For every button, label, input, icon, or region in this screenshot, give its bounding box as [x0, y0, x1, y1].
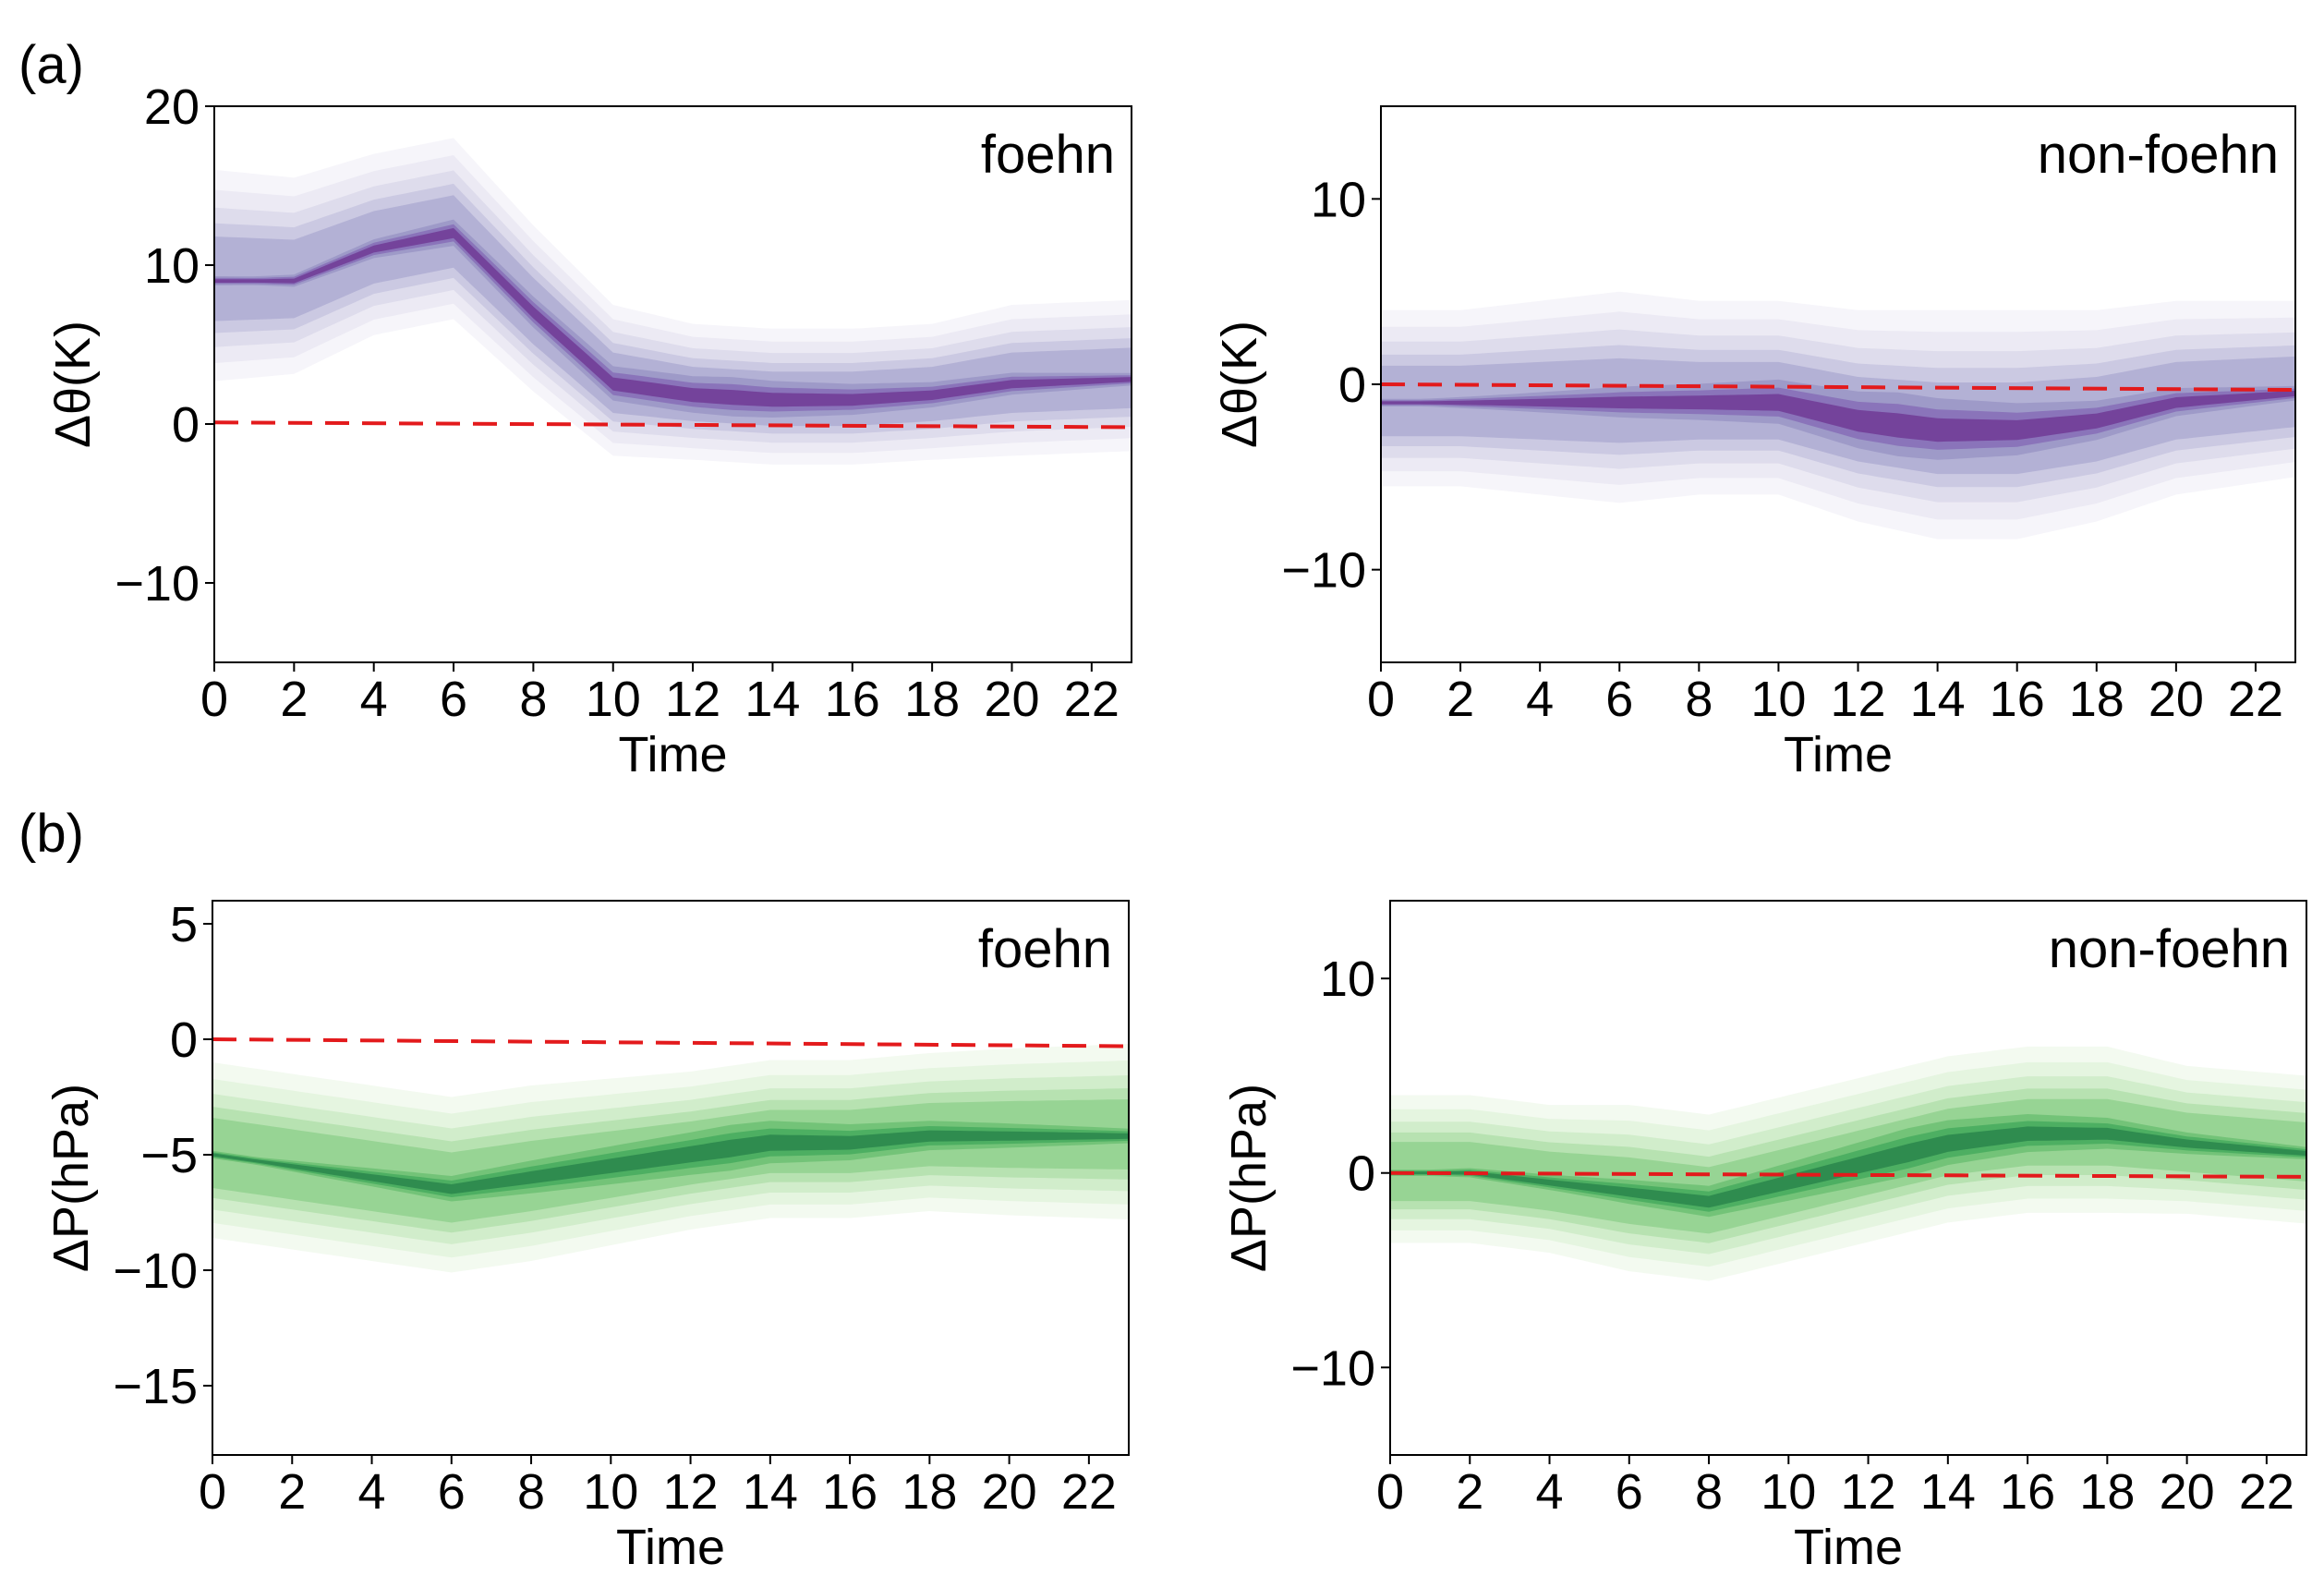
x-tick-label: 2 [280, 672, 308, 727]
x-tick-label: 8 [517, 1464, 545, 1520]
x-tick-label: 2 [278, 1464, 306, 1520]
x-tick-label: 0 [199, 1464, 226, 1520]
density-area [1390, 1046, 2306, 1281]
charts-container: 0 2 4 6 8 10 12 14 16 18 20 2220100−10TimeΔθ(K)foeh… [43, 79, 2307, 1575]
x-tick-label: 6 [1605, 672, 1633, 727]
x-tick-label: 20 [984, 672, 1039, 727]
y-tick-label: 0 [172, 397, 200, 453]
panel-label-a: (a) [18, 35, 84, 95]
chart-b-nonfoehn: 0 2 4 6 8 10 12 14 16 18 20 22100−10TimeΔP(hPa)non-… [1221, 900, 2307, 1575]
x-tick-label: 18 [902, 1464, 957, 1520]
x-tick-label: 22 [2239, 1464, 2294, 1520]
x-tick-label: 14 [1910, 672, 1966, 727]
reference-line [1390, 1170, 2306, 1179]
x-tick-label: 6 [438, 1464, 466, 1520]
x-tick-label: 14 [743, 1464, 798, 1520]
plot-frame [213, 105, 1132, 663]
y-tick-label: 5 [170, 897, 198, 952]
y-tick-label: 10 [144, 238, 200, 294]
plot-frame [212, 900, 1130, 1456]
x-tick-label: 16 [822, 1464, 878, 1520]
chart-a-nonfoehn: 0 2 4 6 8 10 12 14 16 18 20 22100−10TimeΔθ(K)non-fo… [1212, 105, 2296, 782]
y-axis-label: ΔP(hPa) [43, 1084, 99, 1272]
y-tick-label: −10 [115, 556, 200, 612]
density-area [214, 138, 1132, 465]
x-tick-label: 0 [1367, 672, 1395, 727]
x-axis-label: Time [619, 727, 728, 782]
density-band-8 [212, 1130, 1129, 1194]
x-tick-label: 20 [2160, 1464, 2215, 1520]
plot-frame [1389, 900, 2307, 1456]
y-tick-label: 10 [1311, 172, 1366, 227]
x-tick-label: 8 [1685, 672, 1713, 727]
x-axis-label: Time [1784, 727, 1893, 782]
reference-line [214, 420, 1132, 430]
x-tick-label: 6 [1616, 1464, 1643, 1520]
x-tick-label: 10 [583, 1464, 638, 1520]
y-axis-label: Δθ(K) [45, 321, 101, 448]
y-tick-label: −10 [113, 1243, 198, 1299]
panel-label-b: (b) [18, 804, 84, 864]
reference-line [212, 1037, 1129, 1049]
x-tick-label: 14 [744, 672, 800, 727]
x-tick-label: 8 [519, 672, 547, 727]
x-tick-label: 0 [200, 672, 228, 727]
x-tick-label: 4 [357, 1464, 385, 1520]
x-tick-label: 4 [360, 672, 388, 727]
y-axis-label: ΔP(hPa) [1221, 1084, 1277, 1272]
y-tick-label: 0 [1338, 358, 1366, 413]
x-tick-label: 2 [1456, 1464, 1483, 1520]
y-tick-label: 20 [144, 79, 200, 135]
plot-title: non-foehn [2049, 919, 2290, 979]
x-axis-label: Time [1794, 1520, 1903, 1575]
density-band-6 [214, 219, 1132, 418]
density-band-5 [214, 195, 1132, 427]
x-tick-label: 18 [2079, 1464, 2135, 1520]
x-tick-label: 22 [2228, 672, 2283, 727]
reference-line [1381, 382, 2295, 393]
y-tick-label: −10 [1290, 1340, 1375, 1396]
x-tick-label: 4 [1526, 672, 1554, 727]
chart-b-foehn: 0 2 4 6 8 10 12 14 16 18 20 2250−5−10−15TimeΔP(hPa)… [43, 897, 1130, 1575]
x-tick-label: 12 [1841, 1464, 1896, 1520]
x-tick-label: 6 [440, 672, 467, 727]
y-axis-label: Δθ(K) [1212, 321, 1267, 448]
density-area [1381, 291, 2295, 539]
y-tick-label: −10 [1281, 543, 1366, 599]
x-axis-label: Time [616, 1520, 725, 1575]
x-tick-label: 4 [1535, 1464, 1563, 1520]
plot-title: foehn [981, 125, 1115, 185]
x-tick-label: 10 [586, 672, 641, 727]
y-tick-label: −5 [140, 1128, 198, 1183]
x-tick-label: 12 [665, 672, 720, 727]
x-tick-label: 8 [1695, 1464, 1723, 1520]
density-band-8 [1381, 390, 2295, 442]
density-band-8 [1390, 1126, 2306, 1208]
x-tick-label: 20 [982, 1464, 1037, 1520]
y-tick-label: 0 [1348, 1146, 1375, 1202]
x-tick-label: 12 [1830, 672, 1885, 727]
x-tick-label: 10 [1761, 1464, 1816, 1520]
x-tick-label: 22 [1064, 672, 1120, 727]
x-tick-label: 22 [1061, 1464, 1117, 1520]
y-tick-label: 0 [170, 1012, 198, 1068]
y-tick-label: −15 [113, 1359, 198, 1414]
plot-title: foehn [978, 919, 1112, 979]
x-tick-label: 0 [1376, 1464, 1404, 1520]
x-tick-label: 20 [2148, 672, 2204, 727]
density-area [212, 1037, 1129, 1273]
x-tick-label: 10 [1750, 672, 1806, 727]
x-tick-label: 16 [825, 672, 880, 727]
chart-a-foehn: 0 2 4 6 8 10 12 14 16 18 20 2220100−10TimeΔθ(K)foeh… [45, 79, 1132, 782]
x-tick-label: 16 [2000, 1464, 2055, 1520]
plot-title: non-foehn [2038, 125, 2279, 185]
x-tick-label: 16 [1990, 672, 2045, 727]
x-tick-label: 12 [663, 1464, 719, 1520]
x-tick-label: 14 [1920, 1464, 1976, 1520]
x-tick-label: 18 [904, 672, 960, 727]
x-tick-label: 2 [1446, 672, 1474, 727]
x-tick-label: 18 [2069, 672, 2124, 727]
y-tick-label: 10 [1320, 952, 1375, 1007]
